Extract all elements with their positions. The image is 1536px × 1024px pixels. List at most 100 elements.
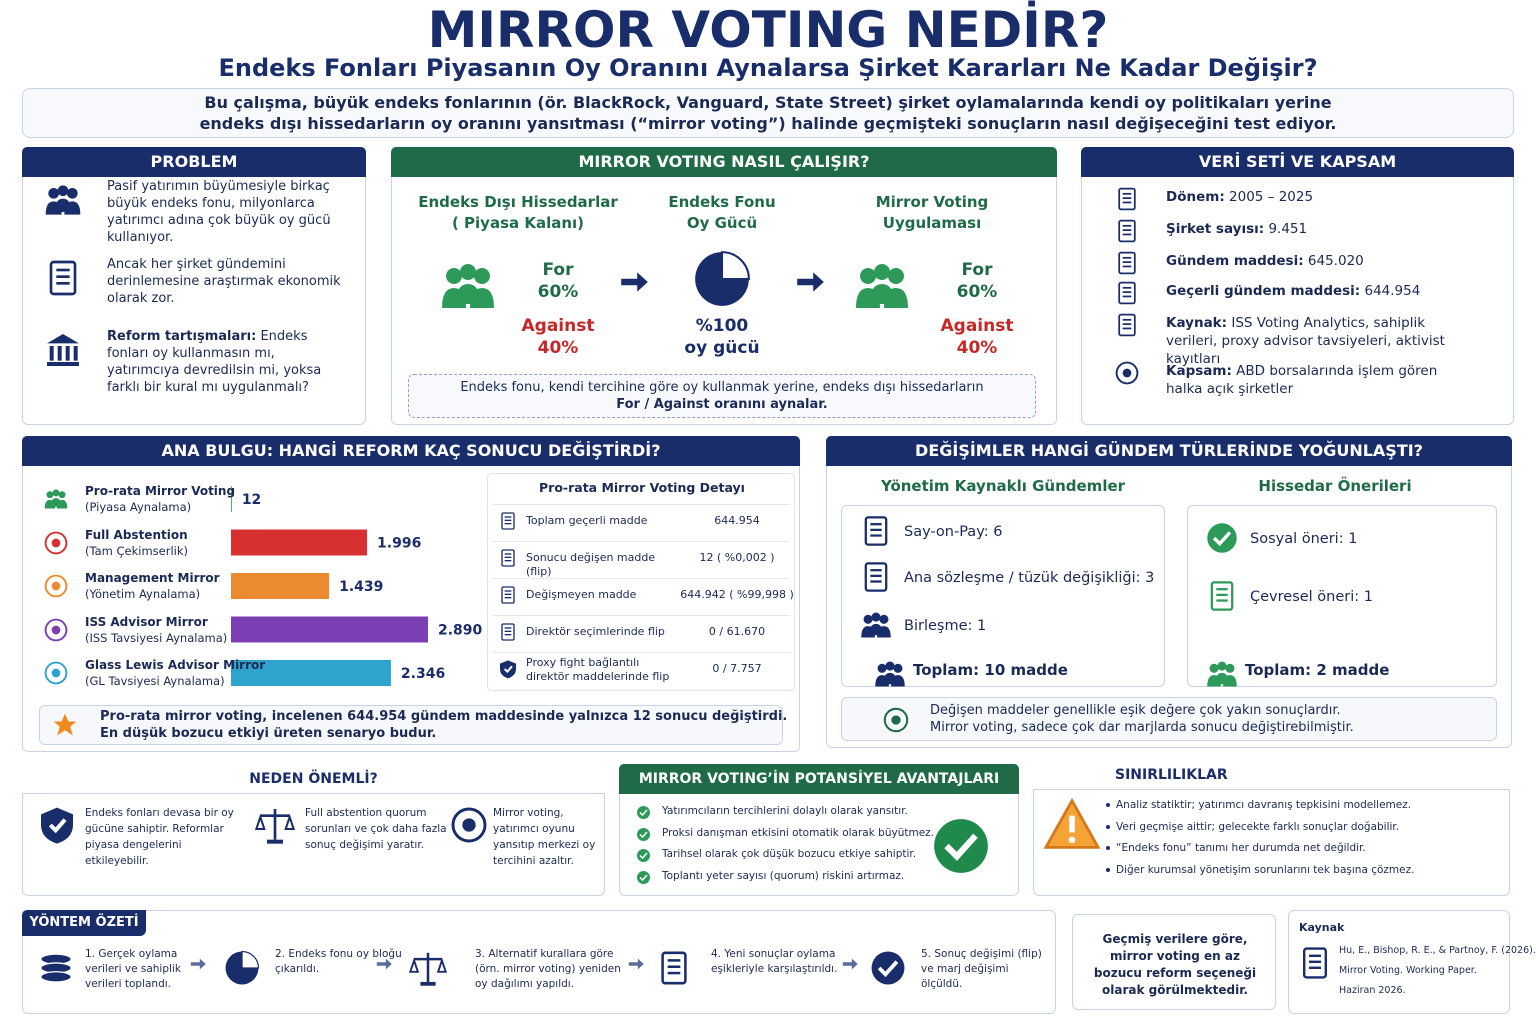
value: ABD borsalarında işlem gören halka açık … bbox=[1166, 363, 1438, 397]
method-step: 2. Endeks fonu oy bloğu çıkarıldı. bbox=[275, 948, 402, 975]
icon bbox=[1118, 313, 1136, 337]
icon bbox=[864, 562, 888, 592]
icon-part bbox=[474, 268, 490, 284]
icon-part bbox=[49, 260, 77, 296]
icon-part bbox=[864, 516, 888, 546]
icon bbox=[44, 531, 68, 554]
value-label: 1.439 bbox=[339, 579, 383, 595]
icon-part bbox=[53, 713, 77, 736]
icon-part bbox=[1068, 836, 1076, 844]
panel: NEDEN ÖNEMLİ? Endeks fonları devasa bir o… bbox=[22, 764, 605, 896]
icon bbox=[254, 809, 296, 844]
bullet bbox=[1106, 803, 1110, 807]
icon-part bbox=[501, 549, 515, 567]
icon-part bbox=[1118, 187, 1136, 211]
label: Geçerli gündem maddesi: bbox=[1166, 283, 1361, 299]
column-heading: Endeks Fonu bbox=[668, 193, 776, 211]
icon-part bbox=[863, 614, 873, 624]
icon-part bbox=[639, 852, 648, 860]
panel-title: ANA BULGU: HANGİ REFORM KAÇ SONUCU DEĞİŞ… bbox=[22, 436, 800, 466]
agenda-item: Say-on-Pay: 6 bbox=[904, 524, 1003, 540]
icon bbox=[637, 870, 650, 884]
icon-part bbox=[44, 574, 68, 598]
row-sep bbox=[492, 652, 790, 653]
icon-part bbox=[1303, 947, 1327, 979]
icon-part bbox=[67, 188, 78, 199]
icon-part bbox=[871, 612, 881, 622]
detail-value: 0 / 7.757 bbox=[712, 662, 762, 675]
icon bbox=[40, 953, 72, 983]
icon-part bbox=[661, 951, 687, 985]
for-label: For bbox=[961, 260, 993, 280]
intro-box: Bu çalışma, büyük endeks fonlarının (ör.… bbox=[22, 88, 1514, 138]
icon-part bbox=[52, 489, 60, 497]
icon-part bbox=[500, 660, 516, 679]
panel: VERİ SETİ VE KAPSAM Dönem: 2005 – 2025 Şir… bbox=[1081, 147, 1514, 425]
bold-label: Reform tartışmaları: bbox=[107, 329, 257, 344]
note-line: Pro-rata mirror voting, incelenen 644.95… bbox=[100, 709, 788, 724]
icon-part bbox=[44, 618, 68, 641]
bullet bbox=[1106, 846, 1110, 850]
limit-text: Analiz statiktir; yatırımcı davranış tep… bbox=[1116, 799, 1412, 811]
icon-part bbox=[637, 849, 650, 862]
label: Dönem: bbox=[1166, 189, 1225, 205]
quote-text: Geçmiş verilere göre, mirror voting en a… bbox=[1093, 932, 1257, 997]
limit-text: Diğer kurumsal yönetişim sorunlarını tek… bbox=[1116, 863, 1415, 876]
icon bbox=[41, 807, 73, 844]
detail-box: Pro-rata Mirror Voting Detayı Toplam geçe… bbox=[487, 473, 795, 691]
row-sep bbox=[492, 504, 790, 505]
label: Kaynak: bbox=[1166, 315, 1228, 331]
icon-part bbox=[49, 346, 54, 361]
bar bbox=[231, 616, 428, 643]
method-step: 5. Sonuç değişimi (flip) ve marj değişim… bbox=[921, 948, 1042, 990]
icon bbox=[871, 951, 905, 985]
icon bbox=[864, 516, 888, 546]
icon-part bbox=[501, 512, 515, 530]
icon-part bbox=[1212, 531, 1232, 547]
intro-line: Bu çalışma, büyük endeks fonlarının (ör.… bbox=[204, 93, 1332, 112]
icon-part bbox=[446, 268, 462, 284]
icon-part bbox=[1223, 675, 1237, 687]
agenda-item: Sosyal öneri: 1 bbox=[1250, 531, 1358, 547]
icon-part bbox=[720, 251, 750, 281]
panel-title: MIRROR VOTING NASIL ÇALIŞIR? bbox=[391, 147, 1057, 177]
against-label: Against bbox=[940, 316, 1014, 336]
icon bbox=[661, 951, 687, 985]
why-text: Endeks fonları devasa bir oy gücüne sahi… bbox=[85, 807, 234, 867]
label: Şirket sayısı: bbox=[1166, 221, 1265, 237]
quote-box: Geçmiş verilere göre, mirror voting en a… bbox=[1072, 914, 1276, 1010]
value: 9.451 bbox=[1264, 221, 1308, 237]
why-text: Full abstention quorum sorunları ve çok … bbox=[305, 807, 447, 851]
category-sublabel: (Yönetim Aynalama) bbox=[85, 587, 201, 601]
icon-part bbox=[56, 499, 68, 509]
icon-part bbox=[470, 288, 494, 308]
source-box: Kaynak Hu, E., Bishop, R. E., & Partnoy, … bbox=[1288, 910, 1536, 1014]
icon-part bbox=[58, 491, 66, 499]
icon-part bbox=[1210, 581, 1234, 611]
advantage-text: Tarihsel olarak çok düşük bozucu etkiye … bbox=[662, 848, 917, 860]
advantage-text: Yatırımcıların tercihlerini dolaylı olar… bbox=[662, 805, 908, 817]
category-label: Glass Lewis Advisor Mirror bbox=[85, 658, 266, 672]
limit-text: “Endeks fonu” tanımı her durumda net değ… bbox=[1116, 842, 1366, 854]
panel: YÖNTEM ÖZETİ 1. Gerçek oylama verileri ve… bbox=[22, 910, 1056, 1014]
icon-part bbox=[1118, 219, 1136, 243]
icon bbox=[44, 661, 68, 685]
method-step: 1. Gerçek oylama verileri ve sahiplik ve… bbox=[85, 948, 181, 990]
icon-part bbox=[842, 958, 858, 970]
column-heading: ( Piyasa Kalanı) bbox=[451, 214, 585, 232]
limit-text: Veri geçmişe aittir; gelecekte farklı so… bbox=[1116, 820, 1400, 833]
panel: DEĞİŞİMLER HANGİ GÜNDEM TÜRLERİNDE YOĞUN… bbox=[826, 436, 1512, 748]
icon-part bbox=[893, 663, 903, 673]
icon-part bbox=[47, 362, 79, 366]
value-label: 12 bbox=[242, 492, 261, 508]
icon bbox=[44, 574, 68, 598]
detail-label: Sonucu değişen madde (flip) bbox=[526, 551, 656, 578]
power-value: %100 bbox=[695, 316, 749, 336]
icon bbox=[49, 260, 77, 296]
detail-value: 644.954 bbox=[714, 514, 760, 527]
value-label: 2.890 bbox=[438, 623, 483, 639]
icon bbox=[637, 827, 650, 841]
detail-label: Proxy fight bağlantılı direktör maddeler… bbox=[526, 656, 670, 683]
icon-part bbox=[891, 675, 905, 687]
